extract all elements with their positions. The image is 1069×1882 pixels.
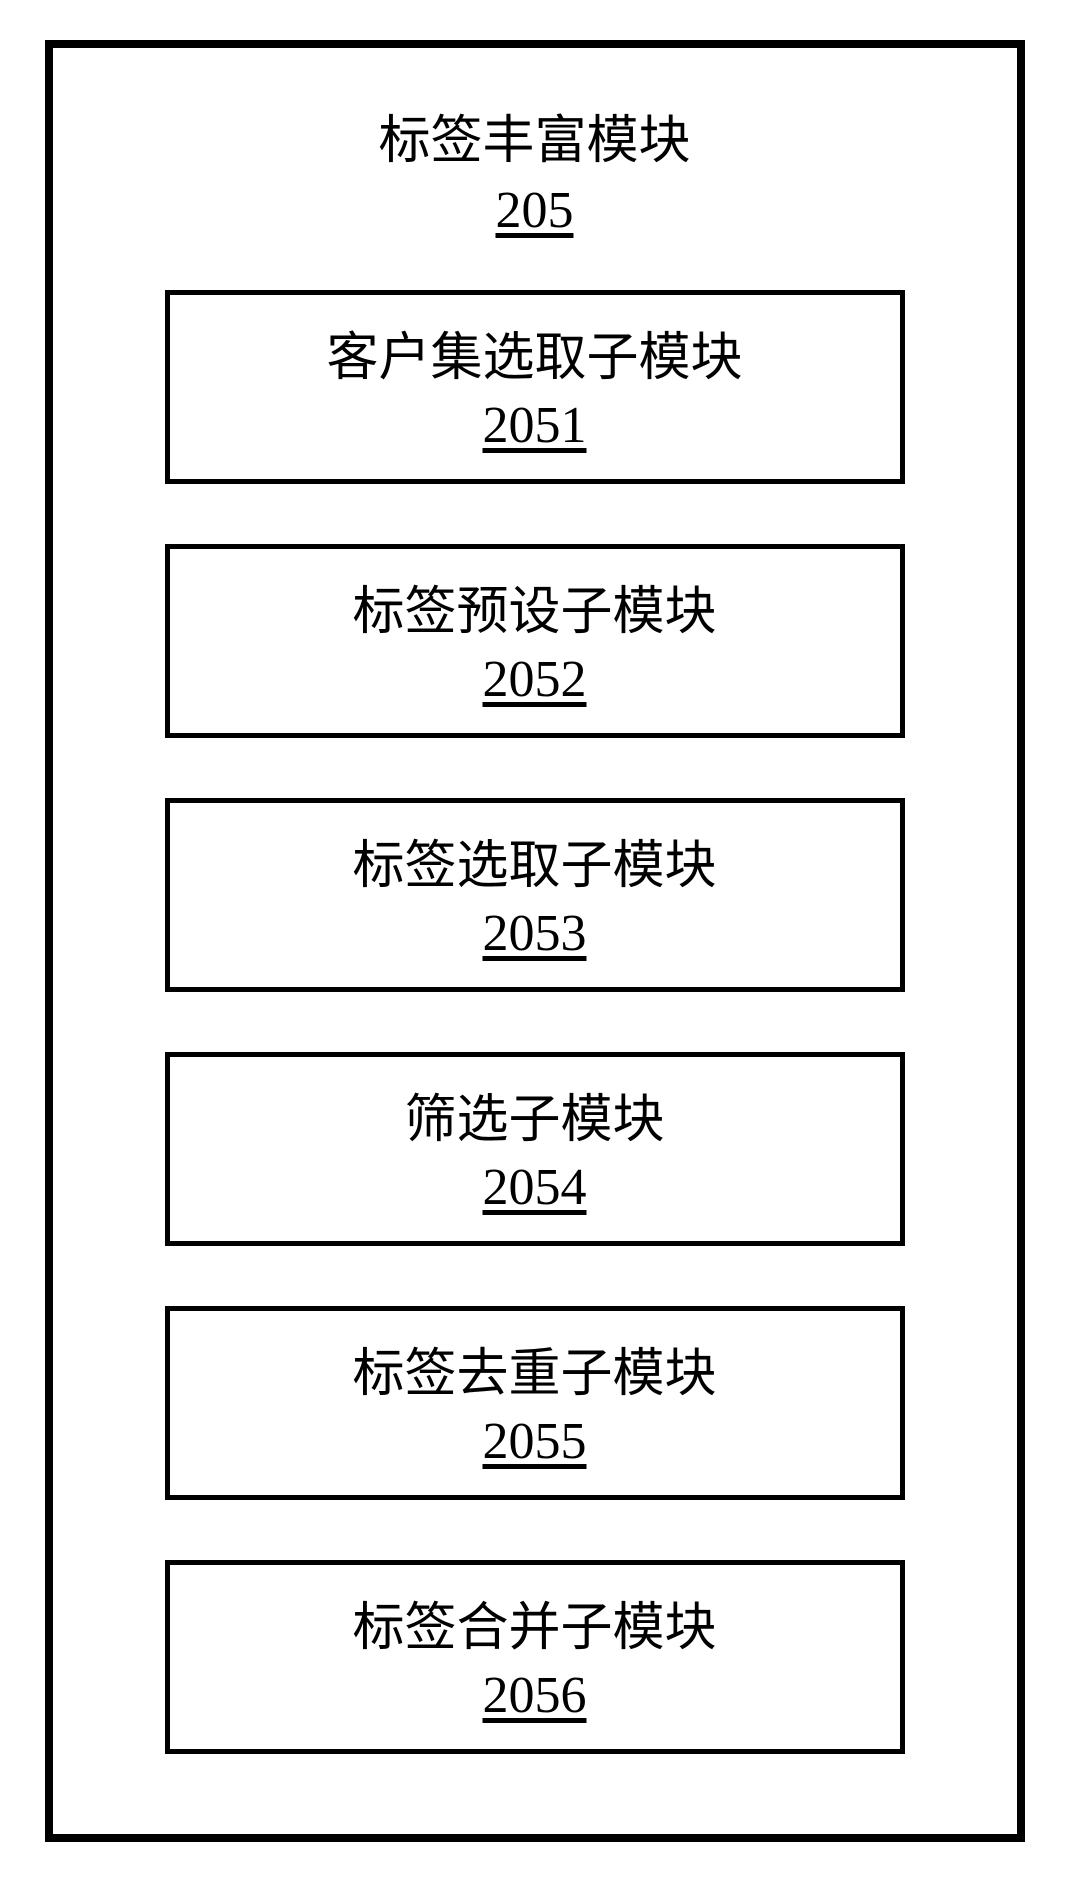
module-box-4: 标签去重子模块 2055 [165, 1306, 905, 1500]
diagram-header: 标签丰富模块 205 [378, 98, 690, 240]
module-title: 标签合并子模块 [180, 1585, 890, 1660]
module-number: 2052 [180, 650, 890, 709]
module-box-0: 客户集选取子模块 2051 [165, 290, 905, 484]
module-number: 2056 [180, 1666, 890, 1725]
module-box-2: 标签选取子模块 2053 [165, 798, 905, 992]
module-number: 2053 [180, 904, 890, 963]
module-title: 客户集选取子模块 [180, 315, 890, 390]
module-title: 筛选子模块 [180, 1077, 890, 1152]
module-number: 2051 [180, 396, 890, 455]
module-number: 2054 [180, 1158, 890, 1217]
header-title: 标签丰富模块 [378, 98, 690, 173]
module-box-5: 标签合并子模块 2056 [165, 1560, 905, 1754]
module-box-3: 筛选子模块 2054 [165, 1052, 905, 1246]
diagram-container: 标签丰富模块 205 客户集选取子模块 2051 标签预设子模块 2052 标签… [45, 40, 1025, 1842]
module-number: 2055 [180, 1412, 890, 1471]
module-title: 标签选取子模块 [180, 823, 890, 898]
module-title: 标签预设子模块 [180, 569, 890, 644]
module-title: 标签去重子模块 [180, 1331, 890, 1406]
header-number: 205 [378, 181, 690, 240]
module-box-1: 标签预设子模块 2052 [165, 544, 905, 738]
